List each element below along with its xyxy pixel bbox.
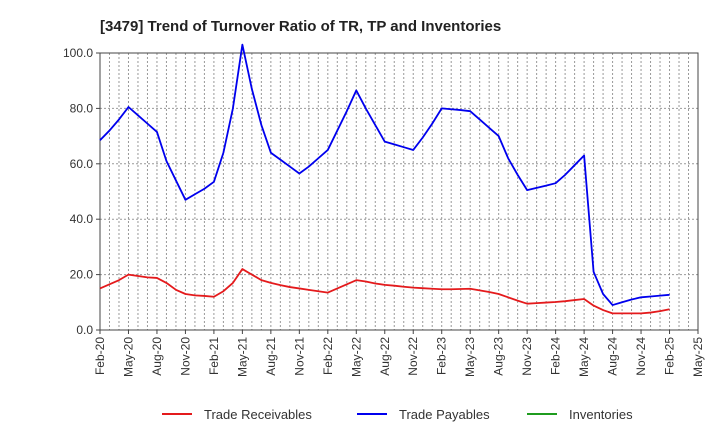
x-tick-label: Aug-23	[492, 337, 506, 376]
x-tick-label: May-21	[235, 337, 249, 377]
x-tick-label: Nov-21	[292, 337, 306, 376]
legend-label: Inventories	[569, 407, 633, 422]
legend-label: Trade Payables	[399, 407, 490, 422]
x-tick-label: Nov-23	[520, 337, 534, 376]
legend-label: Trade Receivables	[204, 407, 312, 422]
x-tick-label: Feb-20	[93, 337, 107, 375]
y-tick-label: 40.0	[70, 212, 94, 226]
plot-frame	[99, 52, 699, 331]
y-tick-label: 60.0	[70, 157, 94, 171]
x-tick-label: Nov-24	[634, 337, 648, 376]
y-tick-label: 100.0	[63, 46, 93, 60]
series-lines	[99, 43, 670, 315]
x-tick-label: Feb-24	[549, 337, 563, 375]
x-tick-label: May-24	[577, 337, 591, 377]
legend: Trade Receivables Trade Payables Inventori…	[162, 407, 633, 422]
chart-title: [3479] Trend of Turnover Ratio of TR, TP…	[100, 18, 501, 35]
x-tick-label: Aug-20	[150, 337, 164, 376]
x-tick-label: May-25	[691, 337, 705, 377]
x-tick-label: Aug-22	[378, 337, 392, 376]
x-tick-label: Nov-22	[406, 337, 420, 376]
x-tick-label: Feb-21	[207, 337, 221, 375]
x-tick-label: Feb-25	[663, 337, 677, 375]
x-tick-label: Feb-22	[321, 337, 335, 375]
grid	[100, 52, 698, 331]
y-tick-label: 80.0	[70, 101, 94, 115]
y-tick-label: 0.0	[76, 323, 93, 337]
x-tick-label: May-20	[121, 337, 135, 377]
series-line	[99, 268, 670, 315]
x-tick-label: Aug-24	[606, 337, 620, 376]
x-tick-label: May-23	[463, 337, 477, 377]
x-tick-label: Aug-21	[264, 337, 278, 376]
y-tick-label: 20.0	[70, 268, 94, 282]
x-tick-label: Feb-23	[435, 337, 449, 375]
y-axis: 0.0 20.0 40.0 60.0 80.0 100.0	[63, 46, 100, 337]
x-axis: Feb-20 May-20 Aug-20 Nov-20 Feb-21 May-21 Aug-…	[93, 330, 705, 377]
x-tick-label: Nov-20	[178, 337, 192, 376]
x-tick-label: May-22	[349, 337, 363, 377]
series-line	[99, 43, 670, 306]
